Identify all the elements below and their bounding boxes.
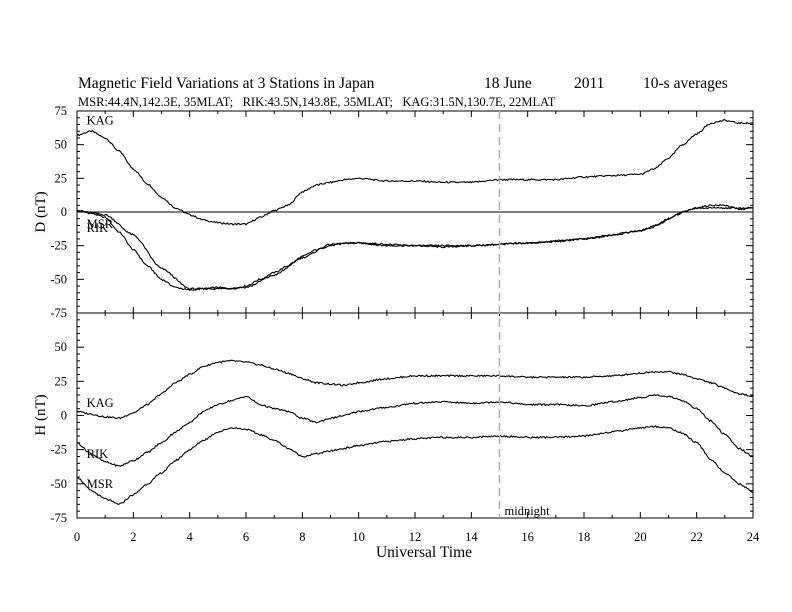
series-label-rik-bottom: RIK (87, 447, 109, 461)
x-tick-label: 24 (747, 530, 760, 544)
series-label-kag-top: KAG (87, 113, 114, 127)
bottom-y-tick-label: 0 (61, 409, 67, 423)
midnight-annotation: midnight (505, 504, 551, 518)
top-y-tick-label: 0 (61, 205, 67, 219)
top-y-tick-label: -25 (50, 239, 67, 253)
bottom-y-tick-label: 50 (55, 340, 68, 354)
top-y-tick-label: 25 (55, 171, 68, 185)
series-rik-bottom (76, 393, 754, 467)
x-tick-label: 0 (74, 530, 80, 544)
series-label-msr-bottom: MSR (87, 477, 114, 491)
top-y-tick-label: 75 (55, 104, 68, 118)
top-y-tick-label: -75 (50, 306, 67, 320)
bottom-y-axis-label: H (nT) (33, 394, 49, 435)
bottom-y-tick-label: -75 (50, 511, 67, 525)
x-tick-label: 16 (521, 530, 534, 544)
x-tick-label: 10 (352, 530, 365, 544)
series-kag-bottom (76, 359, 754, 420)
top-y-tick-label: 50 (55, 138, 68, 152)
averages-label: 10-s averages (643, 75, 728, 92)
x-tick-label: 20 (634, 530, 647, 544)
series-label-msr-top: MSR (87, 217, 114, 231)
bottom-y-tick-label: -25 (50, 443, 67, 457)
series-rik-top (76, 203, 754, 291)
x-tick-label: 18 (578, 530, 591, 544)
bottom-series-group: KAG RIK MSR (76, 359, 754, 506)
series-msr-top (77, 206, 754, 291)
series-msr-bottom (76, 425, 754, 506)
series-kag-top (76, 119, 753, 226)
x-tick-label: 4 (187, 530, 194, 544)
x-axis-ticks: 0 2 4 6 8 10 12 14 16 18 20 22 24 (74, 530, 760, 544)
top-y-axis-label: D (nT) (33, 191, 49, 232)
series-label-kag-bottom: KAG (87, 396, 114, 410)
x-tick-label: 22 (690, 530, 703, 544)
bottom-y-tick-label: 25 (55, 374, 68, 388)
x-tick-label: 12 (409, 530, 422, 544)
date-label: 18 June (484, 75, 532, 92)
x-tick-label: 6 (243, 530, 249, 544)
chart-title: Magnetic Field Variations at 3 Stations … (78, 75, 375, 92)
series-label-rik-top: RIK (87, 221, 109, 235)
x-axis-label: Universal Time (376, 544, 472, 561)
year-label: 2011 (574, 75, 604, 92)
bottom-panel-frame (76, 312, 754, 519)
x-tick-label: 8 (299, 530, 305, 544)
x-tick-label: 14 (465, 530, 478, 544)
stations-line: MSR:44.4N,142.3E, 35MLAT; RIK:43.5N,143.… (78, 95, 556, 109)
bottom-y-ticks: 50 25 0 -25 -50 -75 (50, 313, 754, 525)
bottom-y-tick-label: -50 (50, 477, 67, 491)
x-tick-label: 2 (130, 530, 136, 544)
top-y-tick-label: -50 (50, 272, 67, 286)
